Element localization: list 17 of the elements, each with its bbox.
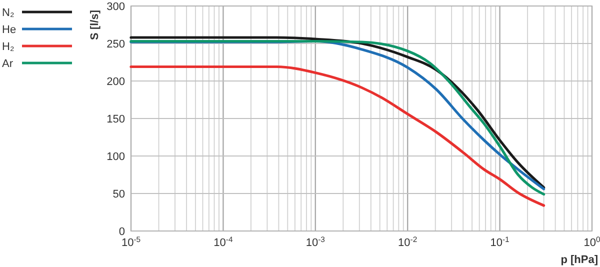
y-tick-label: 300 — [106, 1, 125, 13]
x-tick-label: 10$^{0}$ — [584, 234, 600, 249]
x-tick-label: 10$^{-2}$ — [398, 234, 418, 249]
legend-label: He — [2, 24, 16, 36]
x-tick-label: 10$^{-4}$ — [214, 234, 234, 249]
legend-label: H₂ — [2, 41, 14, 53]
y-tick-label: 100 — [106, 151, 125, 163]
x-tick-label: 10$^{-1}$ — [490, 234, 510, 249]
x-tick-label: 10$^{-3}$ — [306, 234, 325, 249]
legend-label: N₂ — [2, 7, 14, 19]
y-tick-label: 50 — [112, 188, 125, 200]
y-axis-title: S [l/s] — [89, 10, 101, 40]
y-tick-label: 250 — [106, 38, 125, 50]
y-tick-label: 200 — [106, 76, 125, 88]
y-tick-label: 150 — [106, 114, 125, 126]
x-axis-title: p [hPa] — [560, 254, 598, 266]
legend-label: Ar — [2, 58, 14, 70]
